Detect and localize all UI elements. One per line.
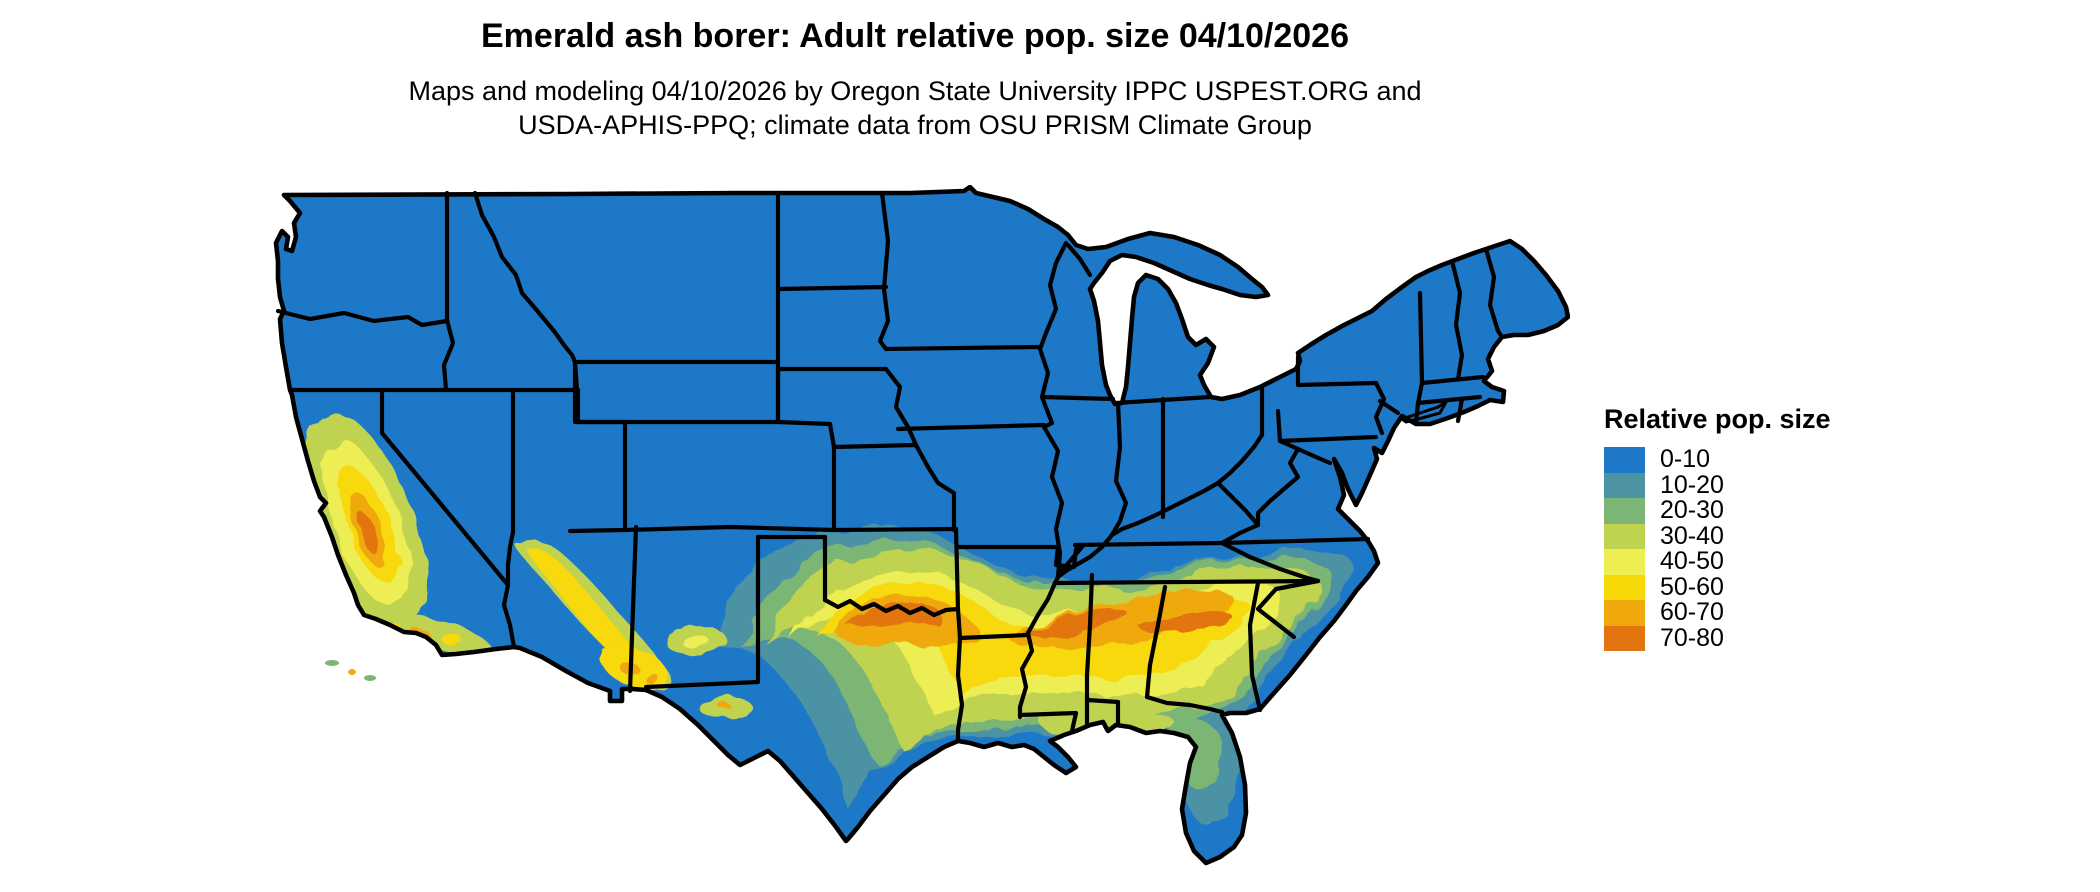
page-title: Emerald ash borer: Adult relative pop. s… [481,17,1349,55]
legend-swatch-0-10 [1604,447,1645,473]
legend-swatch-50-60 [1604,574,1645,600]
legend-swatch-20-30 [1604,498,1645,524]
legend-swatch-30-40 [1604,523,1645,549]
nm-patch-40-50 [680,633,708,647]
legend-swatch-70-80 [1604,625,1645,651]
legend-rows: 0-10 10-20 20-30 30-40 40-50 50-60 60-70 70-80 [1604,445,1831,652]
legend-label: 50-60 [1660,572,1724,601]
subtitle-line-1: Maps and modeling 04/10/2026 by Oregon S… [408,76,1422,106]
subtitle-line-2: USDA-APHIS-PPQ; climate data from OSU PR… [518,110,1312,140]
legend-label: 70-80 [1660,623,1724,652]
legend-label: 10-20 [1660,470,1724,499]
socal-spot-50-60b [442,635,462,645]
legend-title: Relative pop. size [1604,404,1831,434]
band-70-80-georgia [1142,610,1233,636]
legend-label: 40-50 [1660,547,1724,576]
legend-row: 0-10 [1604,445,1831,474]
channel-island-2 [348,669,356,675]
wtx-spot-60-70 [718,702,730,710]
legend-label: 30-40 [1660,521,1724,550]
channel-island-1 [325,660,339,666]
channel-island-3 [364,675,376,681]
band-70-80-ms-al [1025,607,1127,638]
nation-outline [273,185,1570,866]
legend: Relative pop. size 0-10 10-20 20-30 30-40 40… [1604,404,1831,652]
state-borders [275,190,1505,744]
header: Emerald ash borer: Adult relative pop. s… [0,16,1830,142]
legend-label: 60-70 [1660,598,1724,627]
legend-swatch-60-70 [1604,600,1645,626]
legend-swatch-10-20 [1604,472,1645,498]
subtitle: Maps and modeling 04/10/2026 by Oregon S… [0,74,1830,142]
ca-band-70-80 [357,513,379,555]
legend-row: 70-80 [1604,623,1831,652]
legend-row: 60-70 [1604,598,1831,627]
legend-swatch-40-50 [1604,549,1645,575]
legend-row: 50-60 [1604,572,1831,601]
legend-row: 30-40 [1604,521,1831,550]
legend-label: 0-10 [1660,445,1711,474]
se-az-60-70b [643,672,657,682]
us-map [273,185,1570,866]
legend-row: 10-20 [1604,470,1831,499]
legend-row: 20-30 [1604,496,1831,525]
legend-label: 20-30 [1660,496,1724,525]
legend-row: 40-50 [1604,547,1831,576]
